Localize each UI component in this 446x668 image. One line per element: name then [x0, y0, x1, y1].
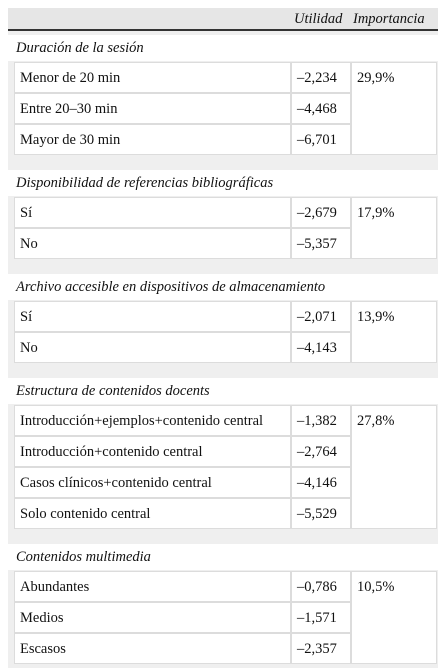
label-cell	[14, 633, 291, 664]
row-label: Casos clínicos+contenido central	[20, 474, 212, 491]
utility-cell	[291, 571, 351, 602]
utility-value: –2,357	[297, 640, 337, 657]
row-label: Introducción+contenido central	[20, 443, 203, 460]
importance-cell	[351, 405, 437, 529]
utility-cell	[291, 467, 351, 498]
row-label: Abundantes	[20, 578, 90, 595]
utility-cell	[291, 124, 351, 155]
utility-value: –2,071	[297, 308, 337, 325]
utility-cell	[291, 93, 351, 124]
utility-value: –5,529	[297, 505, 337, 522]
row-label: Entre 20–30 min	[20, 100, 118, 117]
label-cell	[14, 436, 291, 467]
utility-cell	[291, 405, 351, 436]
importance-value: 27,8%	[357, 412, 395, 429]
label-cell	[14, 602, 291, 633]
utility-cell	[291, 498, 351, 529]
utility-value: –1,382	[297, 412, 337, 429]
importance-cell	[351, 62, 437, 155]
utility-value: –0,786	[297, 578, 337, 595]
group-title: Duración de la sesión	[16, 39, 144, 56]
row-label: Sí	[20, 204, 33, 221]
label-cell	[14, 197, 291, 228]
importance-value: 29,9%	[357, 69, 395, 86]
label-cell	[14, 124, 291, 155]
label-cell	[14, 467, 291, 498]
utility-cell	[291, 228, 351, 259]
importance-value: 13,9%	[357, 308, 395, 325]
utility-cell	[291, 197, 351, 228]
row-label: Medios	[20, 609, 64, 626]
group-title-row	[8, 544, 438, 570]
utility-cell	[291, 633, 351, 664]
importance-cell	[351, 197, 437, 259]
column-header: Importancia	[353, 10, 425, 27]
row-label: Escasos	[20, 640, 66, 657]
utility-cell	[291, 301, 351, 332]
row-label: No	[20, 235, 38, 252]
utility-cell	[291, 62, 351, 93]
utility-value: –2,234	[297, 69, 337, 86]
utility-value: –2,764	[297, 443, 337, 460]
utility-value: –5,357	[297, 235, 337, 252]
utility-value: –1,571	[297, 609, 337, 626]
row-label: Sí	[20, 308, 33, 325]
utility-value: –4,143	[297, 339, 337, 356]
utility-value: –4,468	[297, 100, 337, 117]
utility-value: –6,701	[297, 131, 337, 148]
label-cell	[14, 301, 291, 332]
group-title: Contenidos multimedia	[16, 548, 151, 565]
label-cell	[14, 62, 291, 93]
label-cell	[14, 332, 291, 363]
label-cell	[14, 498, 291, 529]
row-label: Menor de 20 min	[20, 69, 121, 86]
group-title-row	[8, 35, 438, 61]
label-cell	[14, 228, 291, 259]
header-row	[8, 8, 438, 31]
row-label: No	[20, 339, 38, 356]
group-title-row	[8, 274, 438, 300]
group-title: Archivo accesible en dispositivos de alm…	[16, 278, 326, 295]
importance-value: 17,9%	[357, 204, 395, 221]
group-title-row	[8, 170, 438, 196]
utility-value: –4,146	[297, 474, 337, 491]
label-cell	[14, 405, 291, 436]
column-header: Utilidad	[294, 10, 343, 27]
label-cell	[14, 93, 291, 124]
group-title: Disponibilidad de referencias bibliográf…	[16, 174, 274, 191]
utility-cell	[291, 332, 351, 363]
row-label: Introducción+ejemplos+contenido central	[20, 412, 264, 429]
row-label: Mayor de 30 min	[20, 131, 121, 148]
importance-value: 10,5%	[357, 578, 395, 595]
utility-cell	[291, 436, 351, 467]
utility-cell	[291, 602, 351, 633]
row-label: Solo contenido central	[20, 505, 151, 522]
importance-cell	[351, 571, 437, 664]
label-cell	[14, 571, 291, 602]
group-title-row	[8, 378, 438, 404]
importance-cell	[351, 301, 437, 363]
group-title: Estructura de contenidos docents	[16, 382, 210, 399]
utility-value: –2,679	[297, 204, 337, 221]
